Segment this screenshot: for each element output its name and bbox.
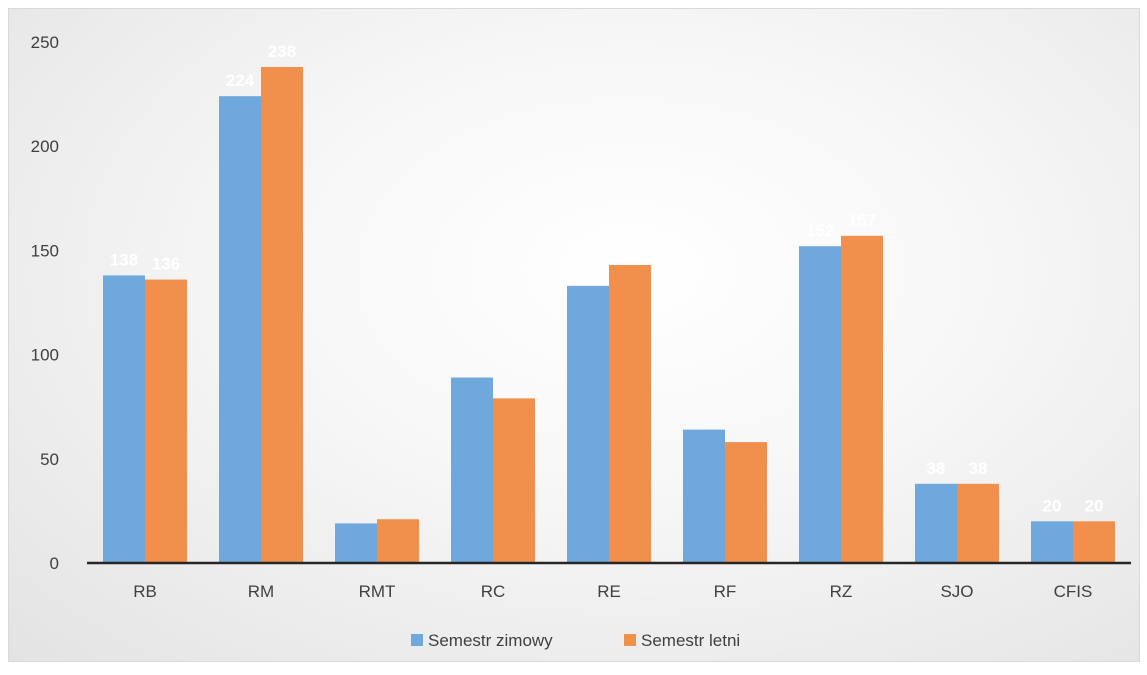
- legend-label: Semestr letni: [641, 631, 740, 650]
- bar-semestr-letni: [725, 442, 767, 563]
- x-tick-label: SJO: [940, 582, 973, 601]
- data-label: 20: [1043, 496, 1062, 515]
- legend-swatch: [411, 634, 423, 646]
- chart-area: 0 50 100 150 200 250 138 224 152 38 20 136 238 157 38 2…: [8, 8, 1140, 662]
- data-label: 138: [110, 250, 138, 269]
- bar-semestr-letni: [957, 483, 999, 563]
- x-tick-label: RE: [597, 582, 621, 601]
- bar-semestr-letni: [841, 235, 883, 563]
- y-tick-label: 200: [31, 137, 59, 156]
- data-label: 20: [1085, 496, 1104, 515]
- bar-semestr-letni: [145, 279, 187, 563]
- bar-semestr-zimowy: [799, 246, 841, 563]
- x-tick-label: RM: [248, 582, 274, 601]
- bar-semestr-zimowy: [103, 275, 145, 563]
- x-tick-label: RZ: [830, 582, 853, 601]
- y-tick-label: 150: [31, 241, 59, 260]
- data-label: 38: [969, 459, 988, 478]
- x-tick-label: RMT: [359, 582, 396, 601]
- x-tick-label: RB: [133, 582, 157, 601]
- data-label: 136: [152, 255, 180, 274]
- y-tick-label: 250: [31, 33, 59, 52]
- bar-semestr-zimowy: [1031, 521, 1073, 563]
- bar-semestr-zimowy: [915, 483, 957, 563]
- bar-semestr-letni: [377, 519, 419, 563]
- bar-semestr-zimowy: [219, 96, 261, 564]
- x-tick-label: RF: [714, 582, 737, 601]
- bar-semestr-letni: [1073, 521, 1115, 563]
- y-tick-label: 50: [40, 450, 59, 469]
- legend-label: Semestr zimowy: [428, 631, 553, 650]
- bar-semestr-letni: [493, 398, 535, 563]
- data-label: 238: [268, 42, 296, 61]
- y-tick-label: 100: [31, 346, 59, 365]
- bar-chart: 0 50 100 150 200 250 138 224 152 38 20 136 238 157 38 2…: [31, 33, 1131, 650]
- bar-semestr-zimowy: [567, 285, 609, 563]
- bar-semestr-zimowy: [683, 429, 725, 563]
- bar-semestr-zimowy: [335, 523, 377, 563]
- bar-semestr-letni: [609, 264, 651, 563]
- data-label: 224: [226, 71, 255, 90]
- data-label: 38: [927, 459, 946, 478]
- data-label: 157: [848, 211, 876, 230]
- bar-semestr-letni: [261, 67, 303, 563]
- y-tick-label: 0: [50, 554, 59, 573]
- bar-semestr-zimowy: [451, 377, 493, 563]
- data-label: 152: [806, 221, 834, 240]
- x-tick-label: CFIS: [1054, 582, 1093, 601]
- legend-swatch: [624, 634, 636, 646]
- x-tick-label: RC: [481, 582, 506, 601]
